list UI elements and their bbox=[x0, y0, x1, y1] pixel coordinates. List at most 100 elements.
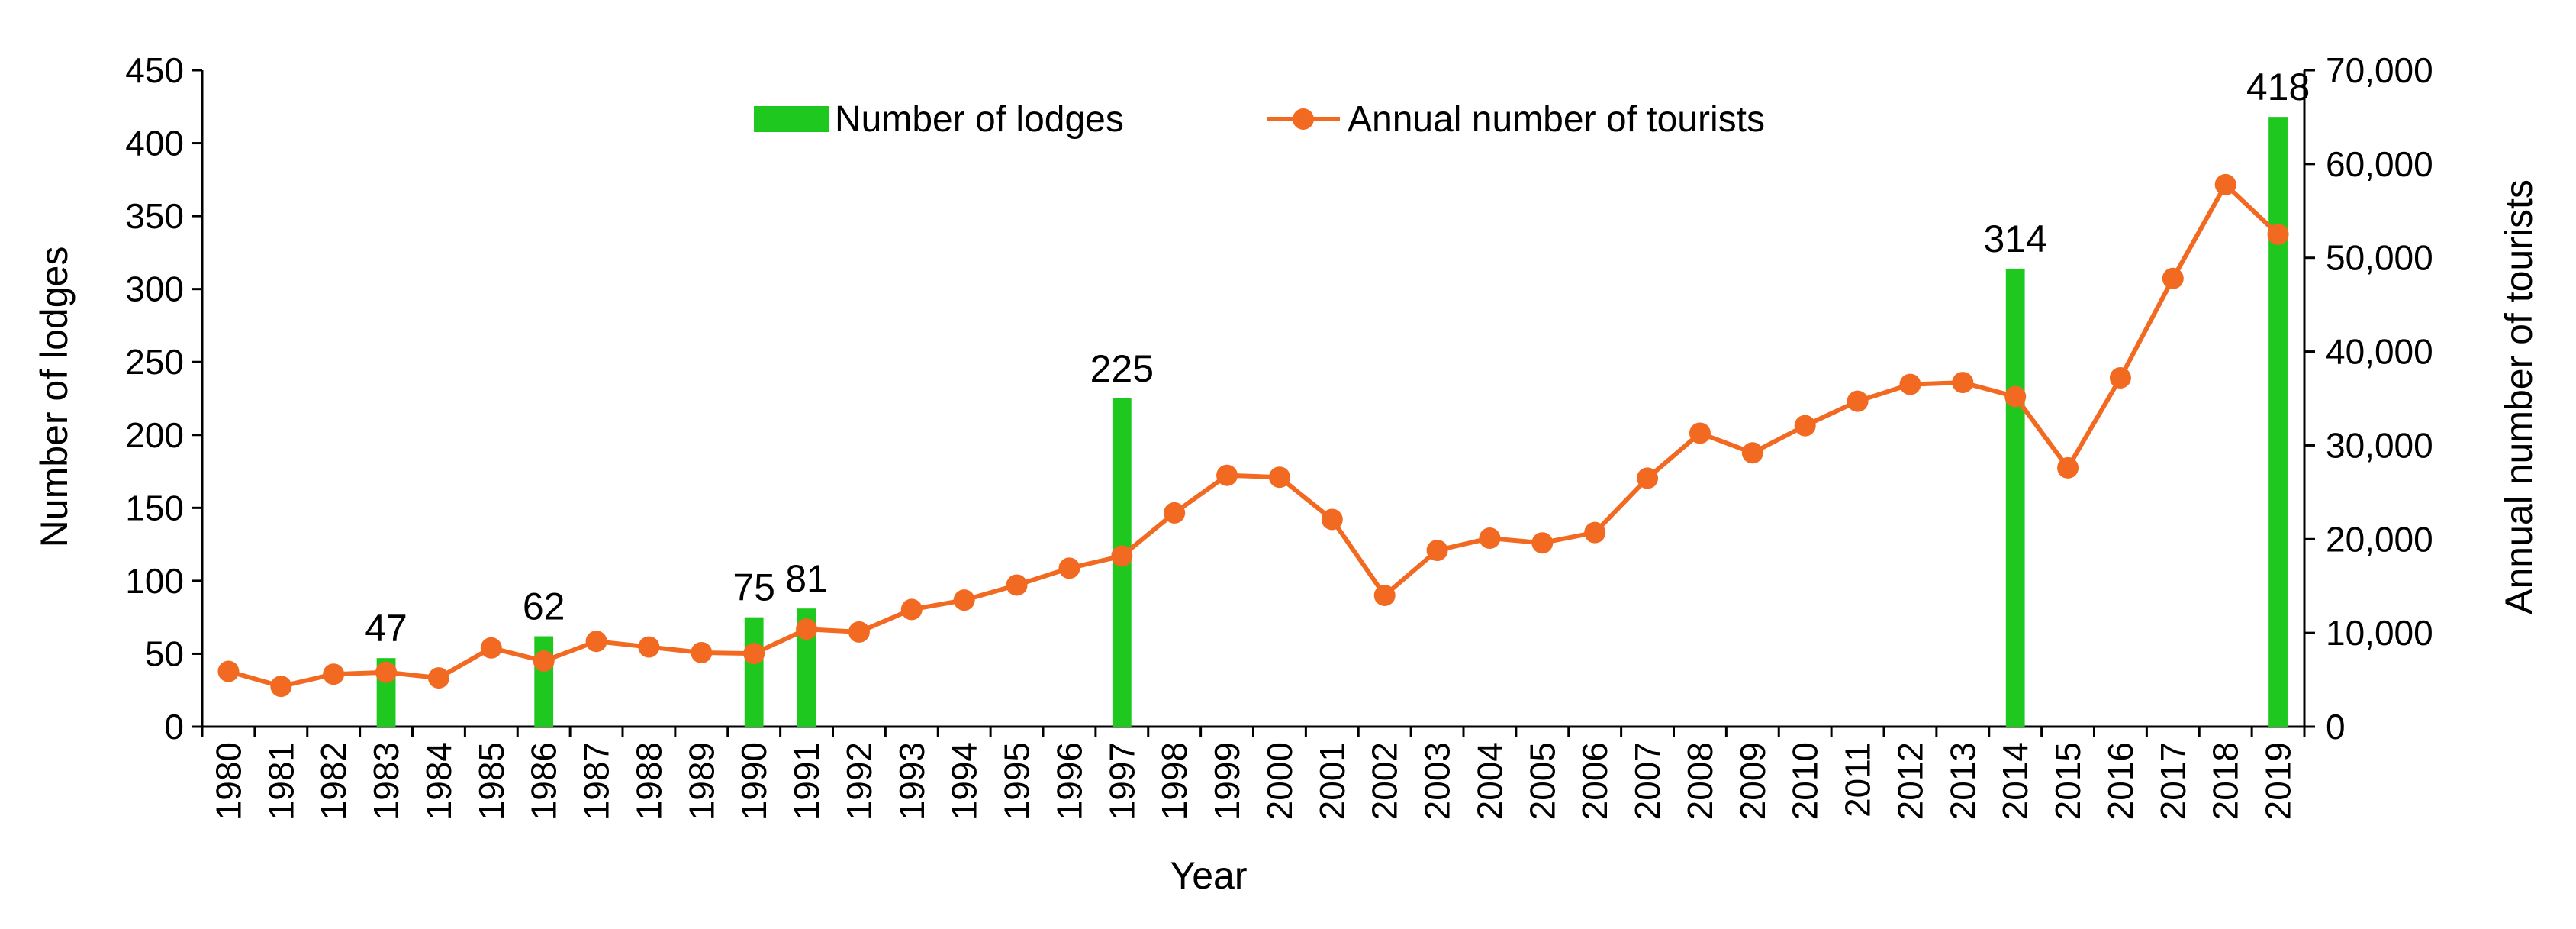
tourist-point bbox=[1847, 390, 1869, 412]
x-tick-label: 1999 bbox=[1207, 742, 1247, 820]
x-tick-label: 1992 bbox=[839, 742, 879, 820]
tourist-point bbox=[2004, 385, 2027, 408]
tourist-point bbox=[1321, 508, 1343, 531]
x-tick-label: 2009 bbox=[1733, 742, 1773, 820]
tourist-line bbox=[217, 173, 2289, 698]
bar-value-label: 81 bbox=[785, 557, 828, 600]
y-left-tick-label: 0 bbox=[164, 707, 184, 747]
x-tick-label: 1980 bbox=[208, 742, 248, 820]
lodge-bar bbox=[2005, 268, 2025, 727]
x-tick-label: 2002 bbox=[1365, 742, 1405, 820]
y-left-tick-label: 100 bbox=[125, 561, 184, 601]
tourist-point bbox=[375, 661, 398, 683]
tourist-point bbox=[1741, 442, 1763, 464]
x-tick-label: 2010 bbox=[1785, 742, 1825, 820]
y-left-tick-label: 450 bbox=[125, 50, 184, 90]
tourist-point bbox=[1006, 574, 1028, 596]
tourist-point bbox=[2214, 173, 2236, 195]
x-tick-label: 2013 bbox=[1943, 742, 1982, 820]
tourist-point bbox=[1111, 545, 1133, 567]
x-tick-label: 2004 bbox=[1470, 742, 1509, 820]
legend-swatch-lodges bbox=[754, 106, 829, 132]
x-tick-label: 2001 bbox=[1312, 742, 1352, 820]
tourist-point bbox=[1689, 422, 1711, 444]
y-left-tick-label: 350 bbox=[125, 196, 184, 236]
bar-value-label: 75 bbox=[733, 566, 775, 609]
tourist-point bbox=[427, 667, 449, 689]
x-tick-label: 1983 bbox=[366, 742, 406, 820]
x-tick-label: 2016 bbox=[2101, 742, 2140, 820]
y-left-tick-label: 250 bbox=[125, 342, 184, 382]
y-left-tick-label: 300 bbox=[125, 269, 184, 309]
x-tick-label: 1981 bbox=[261, 742, 301, 820]
x-tick-label: 1998 bbox=[1154, 742, 1194, 820]
tourist-point bbox=[1584, 521, 1606, 544]
y-right-tick-label: 40,000 bbox=[2326, 332, 2433, 372]
y-right-tick-label: 30,000 bbox=[2326, 425, 2433, 465]
legend-label-tourists: Annual number of tourists bbox=[1348, 99, 1765, 140]
tourist-point bbox=[1952, 372, 1974, 394]
tourist-point bbox=[1479, 527, 1501, 550]
lodge-bar bbox=[744, 617, 764, 727]
bar-value-label: 225 bbox=[1090, 347, 1154, 390]
x-tick-label: 1991 bbox=[787, 742, 826, 820]
x-tick-label: 1984 bbox=[419, 742, 459, 820]
x-tick-label: 1993 bbox=[892, 742, 932, 820]
x-tick-label: 1982 bbox=[314, 742, 353, 820]
y-axis-right-title: Annual number of tourists bbox=[2497, 179, 2540, 614]
tourist-point bbox=[270, 676, 292, 698]
tourist-point bbox=[1268, 466, 1290, 489]
bar-value-label: 418 bbox=[2246, 66, 2310, 108]
y-left-tick-label: 400 bbox=[125, 124, 184, 163]
tourist-point bbox=[1058, 557, 1080, 579]
tourist-point bbox=[2162, 267, 2184, 289]
axes bbox=[192, 69, 2315, 737]
x-tick-label: 2005 bbox=[1522, 742, 1562, 820]
tourist-point bbox=[1164, 502, 1186, 524]
tourist-point bbox=[1794, 415, 1816, 437]
y-left-tick-label: 50 bbox=[145, 634, 184, 673]
y-right-tick-label: 60,000 bbox=[2326, 144, 2433, 184]
x-tick-label: 2000 bbox=[1260, 742, 1299, 820]
y-right-tick-label: 10,000 bbox=[2326, 613, 2433, 653]
x-tick-label: 2006 bbox=[1575, 742, 1615, 820]
x-tick-label: 1985 bbox=[472, 742, 511, 820]
x-tick-label: 2018 bbox=[2206, 742, 2246, 820]
tourist-point bbox=[1426, 540, 1448, 562]
tourist-point bbox=[638, 636, 660, 658]
x-tick-label: 1994 bbox=[945, 742, 984, 820]
x-tick-label: 2003 bbox=[1418, 742, 1457, 820]
tourist-point bbox=[2109, 366, 2131, 389]
x-tick-label: 1987 bbox=[577, 742, 617, 820]
tourist-point bbox=[533, 650, 555, 672]
legend-marker-tourists bbox=[1293, 108, 1314, 130]
x-tick-label: 2011 bbox=[1838, 742, 1878, 818]
x-tick-label: 2015 bbox=[2048, 742, 2088, 820]
legend: Number of lodges Annual number of touris… bbox=[754, 99, 1765, 140]
y-right-tick-label: 70,000 bbox=[2326, 50, 2433, 90]
x-tick-label: 1990 bbox=[734, 742, 774, 820]
x-tick-label: 2007 bbox=[1628, 742, 1667, 820]
x-tick-label: 2019 bbox=[2259, 742, 2298, 820]
tourist-point bbox=[848, 621, 870, 643]
tourist-point bbox=[2267, 224, 2289, 245]
tourist-point bbox=[323, 663, 345, 685]
tick-labels: 0 50 100 150 200 250 300 350 400 450 0 10,000 20,000… bbox=[125, 50, 2433, 820]
y-axis-left-title: Number of lodges bbox=[33, 247, 76, 548]
x-tick-label: 1995 bbox=[997, 742, 1037, 820]
tourist-point bbox=[1531, 532, 1554, 554]
y-right-tick-label: 50,000 bbox=[2326, 238, 2433, 278]
lodge-bars bbox=[376, 117, 2288, 727]
x-tick-label: 2017 bbox=[2153, 742, 2193, 820]
tourist-point bbox=[480, 637, 502, 659]
y-right-tick-label: 20,000 bbox=[2326, 519, 2433, 559]
legend-label-lodges: Number of lodges bbox=[835, 99, 1124, 140]
y-right-tick-label: 0 bbox=[2326, 707, 2346, 747]
y-left-tick-label: 200 bbox=[125, 415, 184, 455]
x-tick-label: 1986 bbox=[524, 742, 564, 820]
x-tick-label: 2008 bbox=[1680, 742, 1720, 820]
x-tick-label: 2014 bbox=[1995, 742, 2035, 820]
tourist-point bbox=[1216, 464, 1238, 486]
